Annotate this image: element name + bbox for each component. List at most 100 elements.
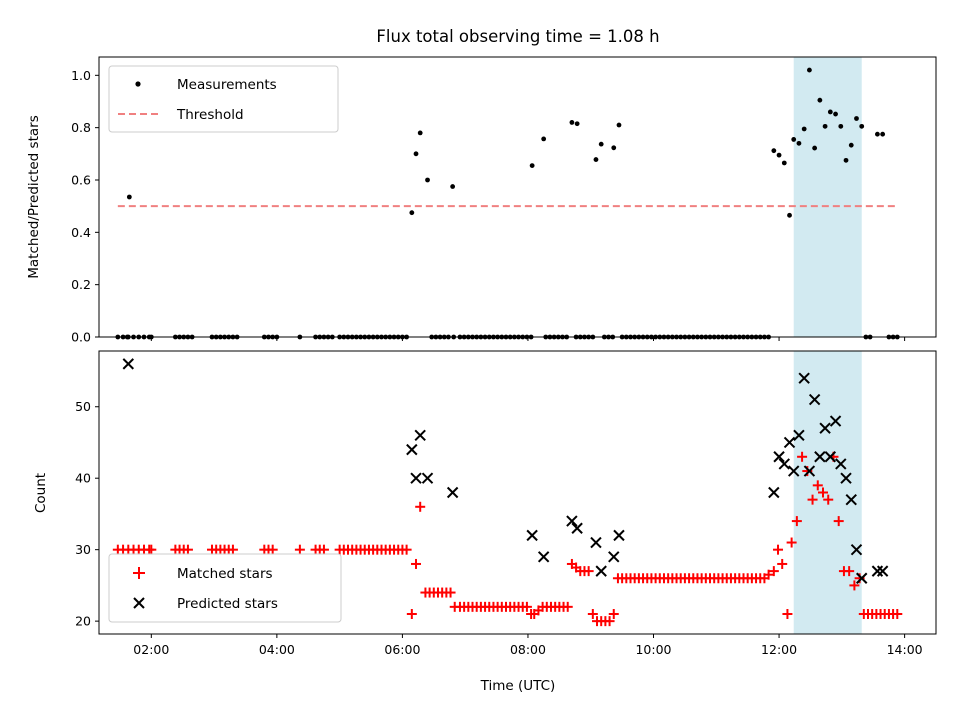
top-y-tick-label: 0.6	[71, 172, 91, 187]
measurement-point	[425, 177, 430, 183]
bottom-y-tick-label: 20	[75, 614, 91, 629]
predicted-star-point	[410, 472, 422, 484]
x-tick-label: 10:00	[635, 642, 671, 657]
top-y-tick-label: 0.2	[71, 277, 91, 292]
matched-star-point	[768, 566, 779, 577]
matched-star-point	[833, 516, 844, 527]
predicted-star-point	[808, 393, 821, 406]
matched-star-point	[587, 608, 598, 619]
predicted-star-point	[122, 358, 135, 370]
measurement-point	[771, 148, 777, 154]
matched-star-point	[786, 537, 797, 548]
chart-title: Flux total observing time = 1.08 h	[376, 27, 659, 46]
predicted-star-point	[876, 565, 889, 577]
top-legend: Measurements Threshold	[108, 65, 339, 133]
x-tick-label: 12:00	[761, 642, 797, 657]
predicted-star-point	[608, 551, 620, 563]
predicted-star-point	[783, 436, 796, 449]
top-y-axis-label: Matched/Predicted stars	[26, 115, 42, 278]
measurement-point	[611, 145, 617, 151]
predicted-star-point	[850, 543, 863, 556]
top-axes: 0.0 0.2 0.4 0.6 0.8 1.0	[71, 68, 906, 345]
measurement-point	[781, 160, 787, 166]
matched-star-point	[608, 608, 619, 619]
predicted-star-point	[768, 486, 780, 499]
predicted-star-point	[798, 372, 810, 384]
measurement-point	[838, 123, 844, 129]
measurement-point	[880, 131, 886, 137]
legend-threshold-label: Threshold	[176, 107, 244, 123]
measurement-point	[843, 157, 849, 163]
legend-predicted-label: Predicted stars	[177, 596, 278, 612]
measurement-point	[529, 163, 535, 168]
bottom-y-axis-label: Count	[33, 473, 49, 513]
matched-star-point	[521, 601, 532, 612]
predicted-star-point	[773, 451, 785, 463]
predicted-star-point	[406, 443, 418, 456]
measurement-point	[541, 136, 547, 142]
x-tick-label: 06:00	[384, 642, 420, 657]
matched-star-point	[807, 494, 818, 505]
matched-star-point	[849, 580, 860, 591]
matched-star-point	[146, 544, 157, 555]
top-highlight-span	[793, 57, 862, 337]
matched-star-point	[604, 616, 615, 627]
bottom-y-tick-label: 30	[75, 542, 91, 557]
measurement-point	[598, 141, 604, 147]
bottom-panel: 20 30 40 50 02:00 04:00 06:00 08:00 10:00 12:00 14…	[33, 350, 937, 694]
matched-star-point	[411, 558, 422, 569]
predicted-star-point	[824, 451, 837, 463]
matched-star-point	[773, 544, 784, 555]
predicted-star-point	[590, 536, 602, 549]
top-panel: 0.0 0.2 0.4 0.6 0.8 1.0 Matched/Predicted sta…	[26, 56, 937, 345]
matched-star-point	[823, 494, 834, 505]
predicted-star-point	[803, 465, 816, 477]
legend-matched-label: Matched stars	[177, 566, 273, 582]
predicted-star-point	[778, 458, 791, 470]
x-tick-label: 02:00	[133, 642, 169, 657]
matched-star-point	[818, 487, 829, 498]
legend-predicted-marker	[133, 597, 145, 609]
x-tick-label: 08:00	[510, 642, 546, 657]
matched-star-point	[318, 544, 329, 555]
matched-star-point	[401, 544, 412, 555]
measurement-point	[776, 152, 782, 158]
top-y-tick-label: 0.4	[71, 225, 91, 240]
matched-star-point	[791, 516, 802, 527]
matched-star-point	[562, 601, 573, 612]
top-y-tick-label: 0.0	[71, 330, 91, 345]
measurement-point	[417, 130, 423, 136]
x-tick-label: 04:00	[259, 642, 295, 657]
matched-star-point	[267, 544, 278, 555]
predicted-star-point	[814, 451, 826, 463]
predicted-star-point	[446, 486, 459, 499]
predicted-star-point	[835, 458, 847, 470]
measurement-point	[801, 126, 807, 132]
bottom-legend: Matched stars Predicted stars	[108, 553, 342, 623]
matched-star-point	[445, 587, 456, 598]
measurement-point	[574, 121, 580, 127]
predicted-star-point	[595, 565, 607, 577]
measurement-point	[126, 194, 132, 200]
legend-matched-marker	[133, 567, 145, 579]
predicted-star-point	[414, 429, 426, 442]
measurement-point	[827, 109, 833, 115]
x-axis-label: Time (UTC)	[480, 678, 556, 694]
top-legend-box	[108, 65, 339, 133]
matched-star-point	[797, 451, 808, 462]
top-y-tick-label: 1.0	[71, 68, 91, 83]
measurement-point	[616, 122, 622, 128]
matched-star-point	[227, 544, 238, 555]
matched-star-point	[294, 544, 305, 555]
predicted-star-point	[840, 472, 852, 484]
measurement-point	[875, 131, 880, 137]
measurement-point	[807, 67, 812, 73]
measurement-point	[450, 184, 456, 189]
matched-star-point	[763, 569, 774, 580]
measurement-point	[569, 120, 575, 125]
predicted-star-point	[793, 429, 805, 442]
matched-star-point	[182, 544, 193, 555]
matched-star-point	[812, 480, 823, 491]
top-plot-frame	[98, 56, 937, 338]
legend-measurements-label: Measurements	[177, 77, 277, 93]
